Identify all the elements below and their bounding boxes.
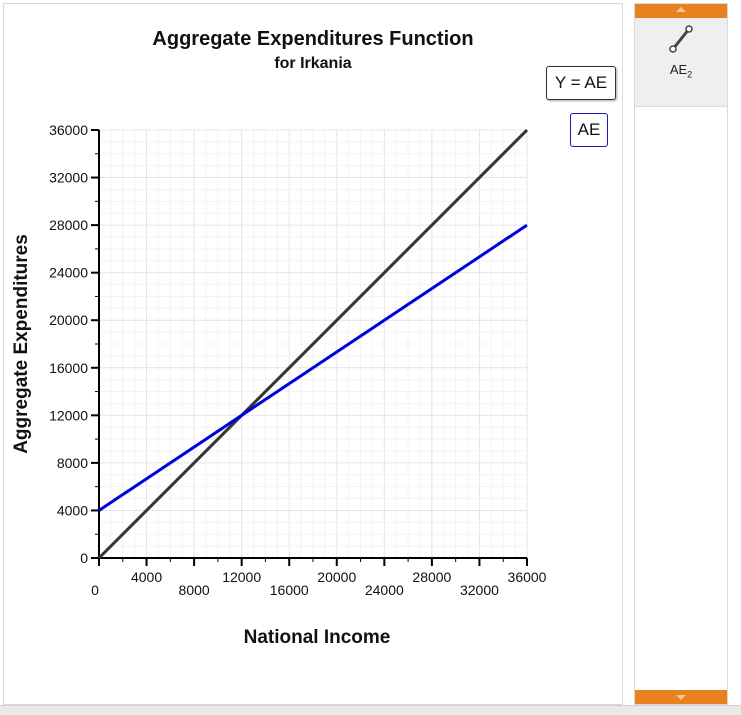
- x-tick-label: 20000: [317, 569, 356, 585]
- y-tick-label: 12000: [49, 407, 88, 423]
- bottom-bar: [0, 705, 741, 715]
- series-layer: [97, 128, 529, 560]
- scroll-up-button[interactable]: [635, 4, 727, 18]
- y-tick-label: 20000: [49, 312, 88, 328]
- y-tick-label: 28000: [49, 217, 88, 233]
- tool-ae2-label-main: AE: [669, 62, 688, 77]
- x-tick-label: 8000: [179, 582, 210, 598]
- series-line-ae: [98, 223, 528, 512]
- tool-ae2-label-sub: 2: [687, 69, 693, 80]
- y-tick-label: 36000: [49, 122, 88, 138]
- y-tick-label: 4000: [57, 502, 88, 518]
- y-tick-label: 32000: [49, 170, 88, 186]
- arrow-down-icon: [676, 695, 686, 700]
- x-tick-label: 4000: [131, 569, 162, 585]
- chart: Aggregate Expenditures Function for Irka…: [11, 28, 547, 648]
- x-tick-label: 0: [91, 582, 99, 598]
- tool-panel: AE2: [634, 3, 728, 705]
- x-tick-label: 28000: [412, 569, 451, 585]
- tool-ae2-label: AE2: [635, 62, 727, 80]
- chart-subtitle: for Irkania: [274, 55, 351, 72]
- chart-title: Aggregate Expenditures Function: [152, 28, 473, 50]
- line-tool-icon: [669, 25, 693, 53]
- x-tick-label: 24000: [365, 582, 404, 598]
- y-tick-label: 16000: [49, 360, 88, 376]
- scroll-down-button[interactable]: [635, 690, 727, 704]
- arrow-up-icon: [676, 7, 686, 12]
- x-tick-label: 12000: [222, 569, 261, 585]
- y-axis-title: Aggregate Expenditures: [11, 234, 32, 454]
- grid: [99, 129, 528, 558]
- series-line-y-ae: [97, 128, 529, 560]
- x-tick-label: 16000: [270, 582, 309, 598]
- y-tick-label: 24000: [49, 265, 88, 281]
- x-axis-title: National Income: [244, 627, 391, 648]
- tool-ae2-line[interactable]: AE2: [635, 18, 727, 107]
- legend-y-equals-ae[interactable]: Y = AE: [546, 66, 616, 100]
- y-tick-label: 8000: [57, 455, 88, 471]
- x-tick-label: 32000: [460, 582, 499, 598]
- y-tick-label: 0: [80, 550, 88, 566]
- ticks: 0 4000 8000 12000 16000 20000 24000 28000 32000 3…: [49, 122, 547, 598]
- legend-ae[interactable]: AE: [570, 113, 608, 147]
- x-tick-label: 36000: [508, 569, 547, 585]
